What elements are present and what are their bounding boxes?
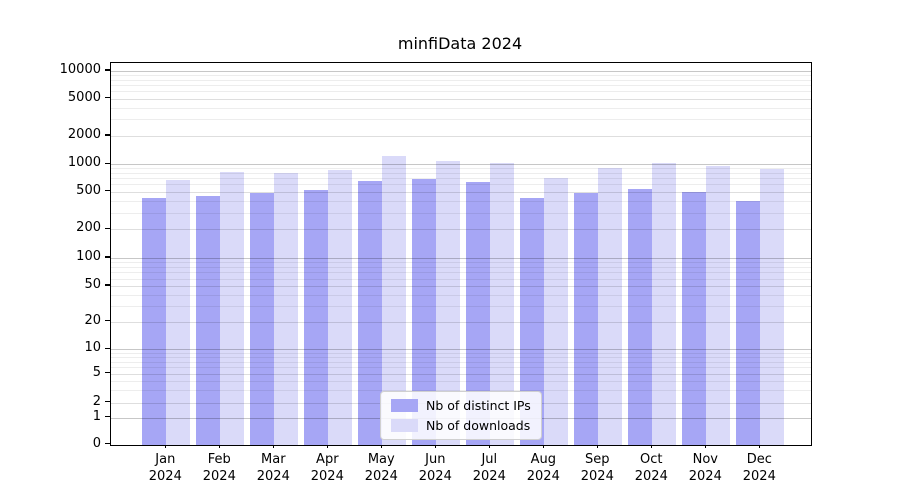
x-tick-label-oct: Oct 2024 <box>634 452 668 484</box>
x-tick-label-jun: Jun 2024 <box>418 452 452 484</box>
x-tick-label-apr: Apr 2024 <box>310 452 344 484</box>
y-tick-mark-1000 <box>105 162 110 164</box>
x-tick-mark-jun <box>434 444 436 448</box>
x-tick-label-jul: Jul 2024 <box>472 452 506 484</box>
bar-distinct-ips-may <box>358 180 383 445</box>
y-tick-label-2000: 2000 <box>67 127 101 142</box>
bar-downloads-jan <box>166 179 191 445</box>
legend-label-distinct-ips: Nb of distinct IPs <box>426 398 531 413</box>
y-tick-mark-0 <box>105 442 110 445</box>
bar-downloads-oct <box>652 163 677 445</box>
bar-downloads-sep <box>598 167 623 445</box>
y-tick-label-1000: 1000 <box>67 155 101 171</box>
bars-layer <box>111 63 811 445</box>
x-tick-mark-aug <box>542 444 544 448</box>
x-tick-label-may: May 2024 <box>364 452 398 484</box>
y-tick-label-1: 1 <box>92 408 101 424</box>
x-tick-mark-mar <box>272 444 274 448</box>
chart-title: minfiData 2024 <box>397 34 523 53</box>
y-tick-mark-10 <box>105 347 110 349</box>
y-tick-mark-500 <box>105 190 110 192</box>
x-tick-label-sep: Sep 2024 <box>580 452 614 484</box>
legend-label-downloads: Nb of downloads <box>426 418 531 433</box>
y-tick-mark-20 <box>105 319 110 322</box>
bar-downloads-apr <box>328 170 353 445</box>
y-tick-label-20: 20 <box>84 312 101 328</box>
y-tick-label-500: 500 <box>76 182 101 198</box>
y-tick-mark-100 <box>105 256 110 258</box>
x-tick-label-dec: Dec 2024 <box>742 452 776 484</box>
bar-distinct-ips-nov <box>682 191 707 445</box>
y-tick-mark-200 <box>105 227 110 229</box>
bar-distinct-ips-feb <box>196 196 221 445</box>
x-tick-mark-apr <box>326 444 328 448</box>
x-tick-label-aug: Aug 2024 <box>526 452 560 484</box>
y-tick-label-5: 5 <box>92 364 101 380</box>
bar-downloads-nov <box>706 165 731 445</box>
bar-distinct-ips-mar <box>250 193 275 445</box>
x-tick-label-jan: Jan 2024 <box>148 452 182 484</box>
x-tick-label-mar: Mar 2024 <box>256 452 290 484</box>
x-tick-mark-may <box>380 444 382 448</box>
plot-area <box>110 62 812 446</box>
legend-item-distinct-ips: Nb of distinct IPs <box>391 398 531 413</box>
y-tick-label-200: 200 <box>76 220 101 236</box>
legend: Nb of distinct IPs Nb of downloads <box>380 391 542 440</box>
legend-swatch-distinct-ips <box>391 399 418 412</box>
y-tick-label-5000: 5000 <box>67 89 101 105</box>
legend-swatch-downloads <box>391 419 418 432</box>
bar-distinct-ips-apr <box>304 190 329 445</box>
bar-distinct-ips-jan <box>142 197 167 445</box>
y-tick-mark-2 <box>105 401 110 403</box>
bar-distinct-ips-dec <box>736 200 761 445</box>
bar-distinct-ips-oct <box>628 188 653 445</box>
x-tick-mark-oct <box>650 444 652 448</box>
x-tick-mark-feb <box>218 444 220 448</box>
bar-downloads-aug <box>544 177 569 445</box>
bar-downloads-mar <box>274 172 299 445</box>
y-tick-label-10: 10 <box>84 340 101 356</box>
y-tick-mark-1 <box>105 416 110 418</box>
legend-item-downloads: Nb of downloads <box>391 418 531 433</box>
x-tick-mark-nov <box>704 444 706 448</box>
x-tick-mark-jul <box>488 444 490 448</box>
y-tick-mark-2000 <box>105 134 110 136</box>
y-tick-mark-10000 <box>105 69 110 71</box>
y-tick-mark-50 <box>105 284 110 286</box>
x-tick-label-feb: Feb 2024 <box>202 452 236 484</box>
x-tick-mark-dec <box>758 444 760 448</box>
y-tick-mark-5 <box>105 371 110 374</box>
y-tick-label-0: 0 <box>92 435 101 451</box>
y-tick-mark-5000 <box>105 96 110 99</box>
x-tick-label-nov: Nov 2024 <box>688 452 722 484</box>
y-tick-label-50: 50 <box>84 277 101 292</box>
bar-downloads-dec <box>760 168 785 445</box>
bar-downloads-feb <box>220 172 245 445</box>
x-tick-mark-sep <box>596 444 598 448</box>
y-tick-label-100: 100 <box>76 249 101 264</box>
y-tick-label-2: 2 <box>92 393 101 409</box>
y-tick-label-10000: 10000 <box>59 62 101 77</box>
bar-distinct-ips-sep <box>574 192 599 445</box>
x-tick-mark-jan <box>164 444 166 448</box>
